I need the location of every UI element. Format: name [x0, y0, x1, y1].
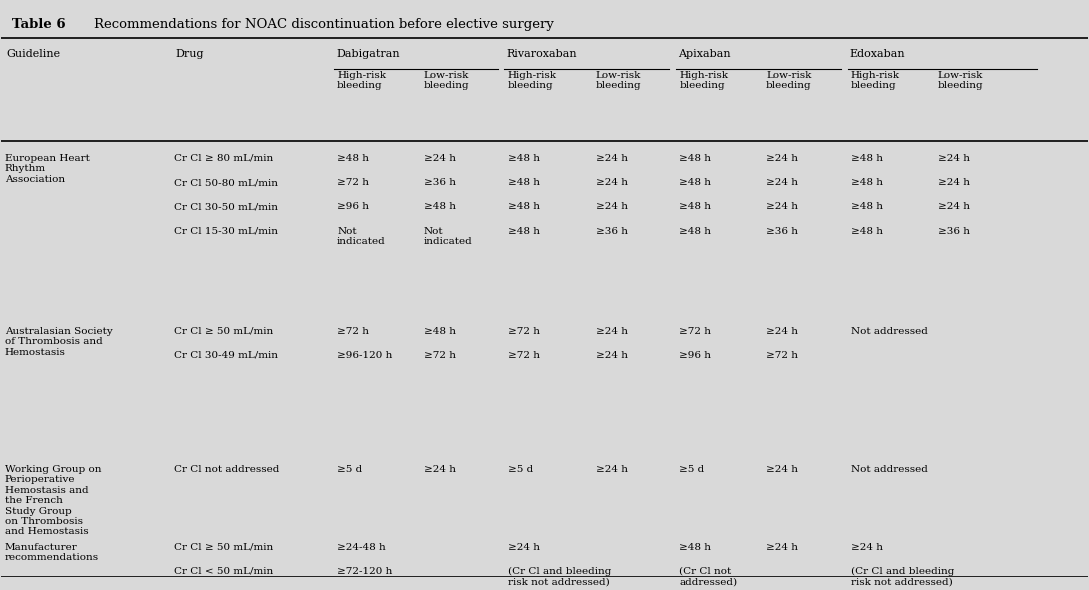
Text: Working Group on
Perioperative
Hemostasis and
the French
Study Group
on Thrombos: Working Group on Perioperative Hemostasi… [4, 465, 101, 536]
Text: ≥24 h: ≥24 h [596, 154, 627, 163]
Text: Not addressed: Not addressed [851, 465, 928, 474]
Text: ≥24 h: ≥24 h [938, 154, 969, 163]
Text: ≥24 h: ≥24 h [766, 327, 798, 336]
Text: European Heart
Rhythm
Association: European Heart Rhythm Association [4, 154, 89, 184]
Text: ≥24 h: ≥24 h [766, 202, 798, 211]
Text: Edoxaban: Edoxaban [849, 48, 905, 58]
Text: Guideline: Guideline [7, 48, 61, 58]
Text: ≥72 h: ≥72 h [680, 327, 711, 336]
Text: ≥96 h: ≥96 h [680, 351, 711, 360]
Text: Drug: Drug [175, 48, 204, 58]
Text: ≥24 h: ≥24 h [766, 465, 798, 474]
Text: ≥5 d: ≥5 d [680, 465, 705, 474]
Text: ≥48 h: ≥48 h [507, 202, 539, 211]
Text: ≥48 h: ≥48 h [851, 202, 883, 211]
Text: Cr Cl not addressed: Cr Cl not addressed [174, 465, 280, 474]
Text: ≥96-120 h: ≥96-120 h [337, 351, 392, 360]
Text: Cr Cl 15-30 mL/min: Cr Cl 15-30 mL/min [174, 227, 278, 235]
Text: ≥24 h: ≥24 h [851, 543, 883, 552]
Text: ≥5 d: ≥5 d [507, 465, 533, 474]
Text: ≥48 h: ≥48 h [851, 154, 883, 163]
Text: ≥48 h: ≥48 h [680, 154, 711, 163]
Text: ≥24 h: ≥24 h [766, 543, 798, 552]
Text: ≥24-48 h: ≥24-48 h [337, 543, 386, 552]
Text: High-risk
bleeding: High-risk bleeding [337, 71, 386, 90]
Text: ≥48 h: ≥48 h [507, 227, 539, 235]
Text: ≥72 h: ≥72 h [766, 351, 798, 360]
Text: ≥24 h: ≥24 h [424, 154, 456, 163]
Text: Cr Cl ≥ 50 mL/min: Cr Cl ≥ 50 mL/min [174, 543, 273, 552]
Text: Not
indicated: Not indicated [424, 227, 473, 246]
Text: (Cr Cl not
addressed): (Cr Cl not addressed) [680, 567, 737, 586]
Text: ≥24 h: ≥24 h [596, 351, 627, 360]
Text: ≥48 h: ≥48 h [424, 202, 456, 211]
Text: Cr Cl ≥ 80 mL/min: Cr Cl ≥ 80 mL/min [174, 154, 273, 163]
Text: ≥24 h: ≥24 h [507, 543, 539, 552]
Text: Low-risk
bleeding: Low-risk bleeding [938, 71, 983, 90]
Text: Cr Cl ≥ 50 mL/min: Cr Cl ≥ 50 mL/min [174, 327, 273, 336]
Text: Australasian Society
of Thrombosis and
Hemostasis: Australasian Society of Thrombosis and H… [4, 327, 112, 356]
Text: ≥72 h: ≥72 h [507, 351, 539, 360]
Text: ≥48 h: ≥48 h [680, 227, 711, 235]
Text: ≥24 h: ≥24 h [766, 178, 798, 187]
Text: Cr Cl 50-80 mL/min: Cr Cl 50-80 mL/min [174, 178, 278, 187]
Text: ≥24 h: ≥24 h [596, 178, 627, 187]
Text: Low-risk
bleeding: Low-risk bleeding [596, 71, 641, 90]
Text: ≥48 h: ≥48 h [680, 543, 711, 552]
Text: ≥48 h: ≥48 h [424, 327, 456, 336]
Text: (Cr Cl and bleeding
risk not addressed): (Cr Cl and bleeding risk not addressed) [507, 567, 611, 586]
Text: ≥48 h: ≥48 h [851, 227, 883, 235]
Text: ≥48 h: ≥48 h [507, 178, 539, 187]
Text: High-risk
bleeding: High-risk bleeding [507, 71, 556, 90]
Text: ≥48 h: ≥48 h [680, 178, 711, 187]
Text: Cr Cl < 50 mL/min: Cr Cl < 50 mL/min [174, 567, 273, 576]
Text: Low-risk
bleeding: Low-risk bleeding [766, 71, 811, 90]
Text: ≥24 h: ≥24 h [766, 154, 798, 163]
Text: ≥24 h: ≥24 h [596, 202, 627, 211]
Text: Not addressed: Not addressed [851, 327, 928, 336]
Text: ≥24 h: ≥24 h [938, 178, 969, 187]
Text: ≥72 h: ≥72 h [337, 327, 369, 336]
Text: ≥36 h: ≥36 h [938, 227, 969, 235]
Text: ≥48 h: ≥48 h [680, 202, 711, 211]
Text: ≥72 h: ≥72 h [424, 351, 456, 360]
Text: Cr Cl 30-49 mL/min: Cr Cl 30-49 mL/min [174, 351, 278, 360]
Text: ≥48 h: ≥48 h [851, 178, 883, 187]
Text: ≥24 h: ≥24 h [938, 202, 969, 211]
Text: Table 6: Table 6 [12, 18, 65, 31]
Text: Not
indicated: Not indicated [337, 227, 386, 246]
Text: (Cr Cl and bleeding
risk not addressed): (Cr Cl and bleeding risk not addressed) [851, 567, 954, 586]
Text: ≥24 h: ≥24 h [596, 327, 627, 336]
Text: Apixaban: Apixaban [678, 48, 731, 58]
Text: ≥48 h: ≥48 h [507, 154, 539, 163]
Text: Manufacturer
recommendations: Manufacturer recommendations [4, 543, 99, 562]
Text: High-risk
bleeding: High-risk bleeding [851, 71, 900, 90]
Text: Dabigatran: Dabigatran [335, 48, 400, 58]
Text: ≥48 h: ≥48 h [337, 154, 369, 163]
Text: High-risk
bleeding: High-risk bleeding [680, 71, 729, 90]
Text: Cr Cl 30-50 mL/min: Cr Cl 30-50 mL/min [174, 202, 278, 211]
Text: ≥72-120 h: ≥72-120 h [337, 567, 392, 576]
Text: ≥36 h: ≥36 h [424, 178, 456, 187]
Text: ≥96 h: ≥96 h [337, 202, 369, 211]
Text: Rivaroxaban: Rivaroxaban [506, 48, 577, 58]
Text: ≥36 h: ≥36 h [766, 227, 798, 235]
Text: ≥24 h: ≥24 h [596, 465, 627, 474]
Text: ≥72 h: ≥72 h [337, 178, 369, 187]
Text: Low-risk
bleeding: Low-risk bleeding [424, 71, 469, 90]
Text: ≥72 h: ≥72 h [507, 327, 539, 336]
Text: Recommendations for NOAC discontinuation before elective surgery: Recommendations for NOAC discontinuation… [94, 18, 553, 31]
Text: ≥36 h: ≥36 h [596, 227, 627, 235]
Text: ≥5 d: ≥5 d [337, 465, 363, 474]
Text: ≥24 h: ≥24 h [424, 465, 456, 474]
